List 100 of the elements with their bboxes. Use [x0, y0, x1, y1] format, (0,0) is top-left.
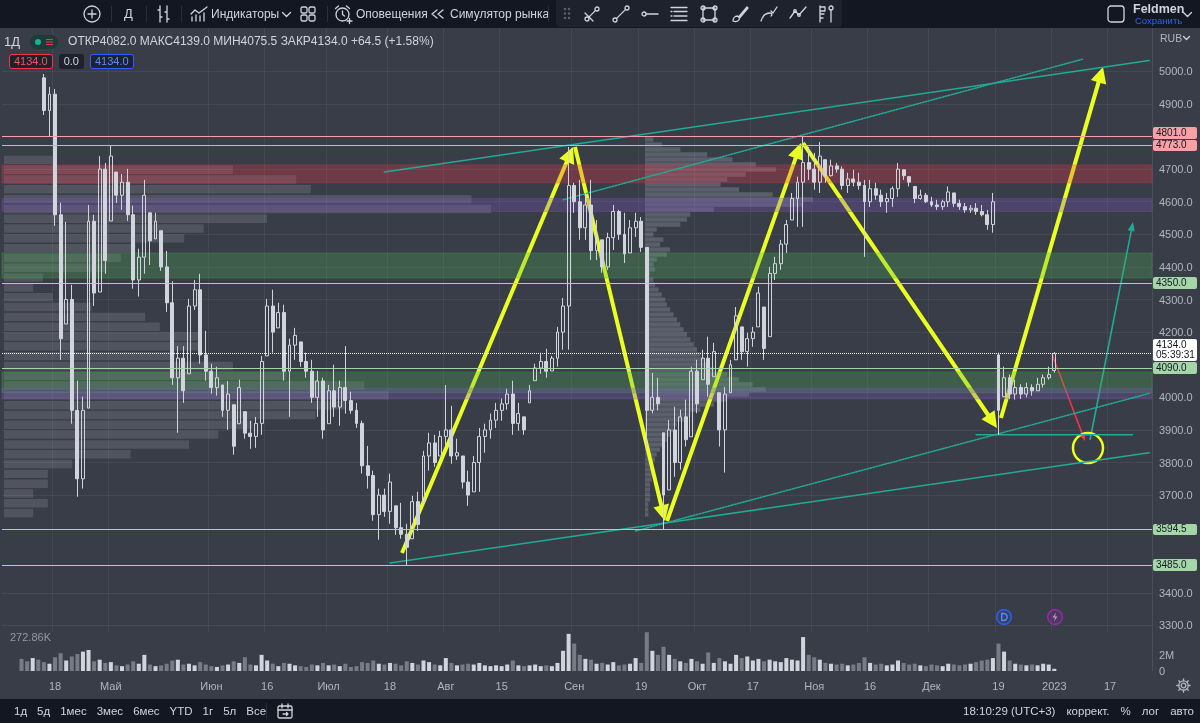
bar	[494, 665, 499, 671]
bar	[974, 662, 979, 671]
text: 1д	[14, 704, 28, 718]
text: 5л	[223, 704, 237, 718]
ref-line-label: 4773.0	[1153, 139, 1197, 152]
bar	[449, 662, 454, 671]
candlestick	[154, 212, 157, 240]
bar	[254, 665, 259, 671]
bar	[309, 664, 314, 671]
bar	[516, 665, 521, 671]
candlestick	[522, 416, 526, 436]
bar	[561, 650, 566, 671]
bar	[722, 661, 727, 671]
candlestick	[215, 366, 219, 397]
bar	[97, 659, 102, 671]
candlestick	[868, 179, 872, 208]
bar	[4, 204, 491, 213]
bar	[343, 663, 348, 671]
candlestick	[427, 432, 431, 472]
bar	[53, 657, 58, 671]
bar	[655, 654, 660, 671]
bar	[711, 662, 716, 671]
text: Сохранить	[1135, 15, 1183, 26]
bar	[41, 662, 46, 671]
bar	[181, 664, 186, 671]
x-tick-label: 15	[495, 679, 508, 692]
candlestick	[81, 396, 85, 490]
bar	[387, 662, 392, 671]
candlestick	[712, 342, 716, 378]
y-tick-label: 4300.0	[1159, 293, 1193, 306]
x-tick-label: 18	[383, 679, 397, 692]
bar	[226, 664, 231, 671]
text: коррект.	[1066, 704, 1110, 718]
bar	[376, 663, 381, 671]
text: лог	[1141, 704, 1160, 718]
x-tick-label: Окт	[687, 679, 707, 692]
y-tick-label: 4500.0	[1159, 228, 1193, 241]
candlestick	[595, 219, 598, 261]
text: 1г	[202, 704, 214, 718]
bar	[443, 658, 448, 671]
bar	[421, 660, 426, 671]
text: Д	[124, 6, 133, 21]
bar	[192, 665, 197, 671]
ref-line-label: 3485.0	[1153, 558, 1197, 571]
text: 6мес	[133, 704, 160, 718]
bar	[600, 662, 605, 671]
bar	[521, 666, 526, 671]
bar	[990, 658, 995, 671]
bar	[382, 664, 387, 671]
candlestick	[762, 306, 766, 361]
bar	[108, 662, 113, 671]
text: 1мес	[60, 704, 87, 718]
x-tick-label: 2023	[1042, 679, 1067, 692]
bar	[1029, 664, 1034, 671]
candlestick	[489, 413, 492, 440]
candlestick	[494, 402, 498, 429]
candlestick	[528, 384, 531, 404]
candlestick	[416, 491, 420, 532]
bar	[700, 663, 705, 671]
bar	[80, 651, 85, 671]
candlestick	[550, 355, 554, 372]
bar	[667, 654, 672, 671]
annotation: 0.0	[58, 54, 84, 69]
bar	[633, 658, 638, 671]
bar	[510, 660, 515, 671]
text: 18:10:29 (UTC+3)	[963, 704, 1056, 718]
candlestick	[863, 179, 866, 258]
bar	[644, 632, 649, 671]
bar	[845, 665, 850, 671]
bar	[895, 660, 900, 671]
bar	[315, 665, 320, 671]
bar	[454, 665, 459, 671]
bar	[968, 663, 973, 671]
candlestick	[902, 169, 906, 181]
bar	[594, 663, 599, 671]
bar	[1007, 660, 1012, 671]
bar	[650, 650, 655, 671]
y-tick-label: 2M	[1159, 648, 1175, 661]
text: YTD	[169, 704, 193, 718]
bar	[588, 659, 593, 671]
bar	[1018, 664, 1023, 671]
bar	[36, 659, 41, 671]
text: Индикаторы	[211, 7, 280, 21]
annotation: 4134.0	[9, 54, 53, 69]
candlestick	[1030, 383, 1034, 397]
bar	[996, 643, 1001, 671]
candlestick	[1052, 351, 1056, 374]
bar	[1013, 663, 1018, 671]
bar	[962, 664, 967, 671]
bar	[672, 658, 677, 671]
bar	[544, 665, 549, 671]
candlestick	[623, 212, 626, 264]
bar	[30, 658, 35, 671]
candlestick	[930, 196, 933, 208]
x-tick-label: Дек	[922, 679, 941, 692]
candlestick	[556, 326, 559, 368]
bar	[661, 646, 666, 671]
y-tick-label: 0	[1159, 665, 1166, 677]
candlestick	[349, 391, 353, 415]
x-tick-label: Авг	[437, 679, 455, 692]
